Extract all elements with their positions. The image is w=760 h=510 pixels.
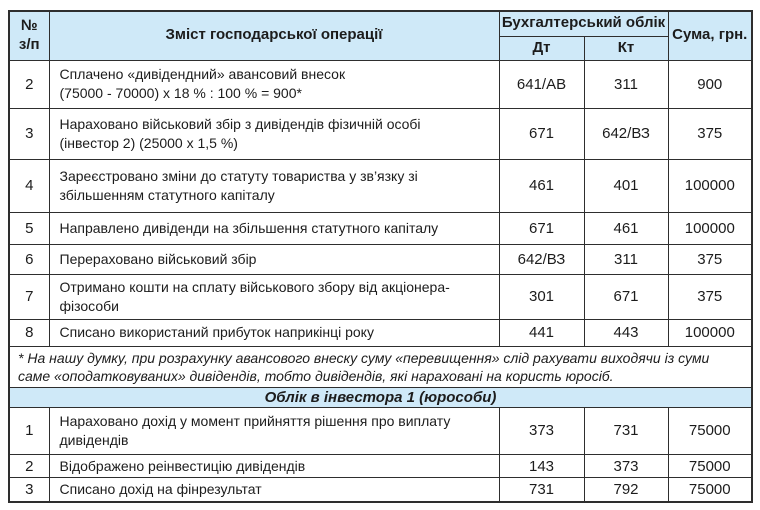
section-header-row: Облік в інвестора 1 (юрособи) bbox=[8, 386, 753, 408]
cell-debit: 461 bbox=[498, 158, 585, 213]
cell-description: Нараховано дохід у момент прийняття ріше… bbox=[48, 406, 500, 455]
cell-description: Направлено дивіденди на збільшення стату… bbox=[48, 211, 500, 245]
table-header: № з/п Зміст господарської операції Бухга… bbox=[8, 10, 753, 61]
cell-sum: 375 bbox=[667, 273, 753, 320]
cell-sum: 100000 bbox=[667, 211, 753, 245]
table-row: 8 Списано використаний прибуток наприкін… bbox=[8, 318, 753, 347]
col-header-row-number: № з/п bbox=[8, 10, 50, 61]
cell-row-number: 3 bbox=[8, 107, 50, 160]
col-header-operation-description: Зміст господарської операції bbox=[48, 10, 500, 61]
cell-sum: 100000 bbox=[667, 318, 753, 347]
cell-row-number: 7 bbox=[8, 273, 50, 320]
table-row: 5 Направлено дивіденди на збільшення ста… bbox=[8, 211, 753, 245]
cell-debit: 641/АВ bbox=[498, 59, 585, 109]
cell-row-number: 2 bbox=[8, 453, 50, 479]
cell-credit: 401 bbox=[583, 158, 669, 213]
cell-row-number: 1 bbox=[8, 406, 50, 455]
col-header-accounting: Бухгалтерський облік bbox=[498, 10, 669, 37]
col-header-credit: Кт bbox=[583, 35, 669, 61]
cell-debit: 441 bbox=[498, 318, 585, 347]
cell-credit: 443 bbox=[583, 318, 669, 347]
cell-debit: 373 bbox=[498, 406, 585, 455]
cell-debit: 642/ВЗ bbox=[498, 243, 585, 275]
cell-description: Нараховано військовий збір з дивідендів … bbox=[48, 107, 500, 160]
cell-credit: 731 bbox=[583, 406, 669, 455]
footnote-text: * На нашу думку, при розрахунку авансово… bbox=[8, 345, 753, 388]
cell-description: Списано дохід на фінрезультат bbox=[48, 477, 500, 503]
table-row: 3 Списано дохід на фінрезультат 731 792 … bbox=[8, 477, 753, 503]
cell-credit: 671 bbox=[583, 273, 669, 320]
cell-sum: 900 bbox=[667, 59, 753, 109]
header-row-sub: Дт Кт bbox=[9, 35, 752, 61]
cell-row-number: 2 bbox=[8, 59, 50, 109]
cell-debit: 731 bbox=[498, 477, 585, 503]
cell-description: Списано використаний прибуток наприкінці… bbox=[48, 318, 500, 347]
cell-credit: 311 bbox=[583, 243, 669, 275]
cell-row-number: 5 bbox=[8, 211, 50, 245]
accounting-operations-table: № з/п Зміст господарської операції Бухга… bbox=[8, 10, 754, 504]
cell-credit: 461 bbox=[583, 211, 669, 245]
cell-credit: 792 bbox=[583, 477, 669, 503]
cell-description: Перераховано військовий збір bbox=[48, 243, 500, 275]
cell-description: Відображено реінвестицію дивідендів bbox=[48, 453, 500, 479]
cell-credit: 373 bbox=[583, 453, 669, 479]
table-row: 1 Нараховано дохід у момент прийняття рі… bbox=[8, 406, 753, 455]
cell-sum: 375 bbox=[667, 107, 753, 160]
table-row: 4 Зареєстровано зміни до статуту товарис… bbox=[8, 158, 753, 213]
col-header-sum: Сума, грн. bbox=[667, 10, 753, 61]
cell-description: Сплачено «дивідендний» авансовий внесок … bbox=[48, 59, 500, 109]
section-title: Облік в інвестора 1 (юрособи) bbox=[8, 386, 753, 408]
cell-sum: 75000 bbox=[667, 406, 753, 455]
cell-debit: 671 bbox=[498, 107, 585, 160]
table-row: 6 Перераховано військовий збір 642/ВЗ 31… bbox=[8, 243, 753, 275]
footnote-row: * На нашу думку, при розрахунку авансово… bbox=[8, 345, 753, 388]
table-row: 2 Відображено реінвестицію дивідендів 14… bbox=[8, 453, 753, 479]
cell-row-number: 4 bbox=[8, 158, 50, 213]
header-row-top: № з/п Зміст господарської операції Бухга… bbox=[8, 10, 753, 61]
cell-description: Зареєстровано зміни до статуту товариств… bbox=[48, 158, 500, 213]
cell-sum: 100000 bbox=[667, 158, 753, 213]
cell-debit: 301 bbox=[498, 273, 585, 320]
cell-sum: 375 bbox=[667, 243, 753, 275]
cell-credit: 642/ВЗ bbox=[583, 107, 669, 160]
cell-description: Отримано кошти на сплату військового збо… bbox=[48, 273, 500, 320]
table-row: 2 Сплачено «дивідендний» авансовий внесо… bbox=[8, 59, 753, 109]
cell-row-number: 3 bbox=[8, 477, 50, 503]
cell-debit: 143 bbox=[498, 453, 585, 479]
table-body: 2 Сплачено «дивідендний» авансовий внесо… bbox=[8, 59, 753, 503]
cell-sum: 75000 bbox=[667, 477, 753, 503]
table-row: 7 Отримано кошти на сплату військового з… bbox=[8, 273, 753, 320]
cell-debit: 671 bbox=[498, 211, 585, 245]
cell-credit: 311 bbox=[583, 59, 669, 109]
cell-sum: 75000 bbox=[667, 453, 753, 479]
col-header-debit: Дт bbox=[498, 35, 585, 61]
table-row: 3 Нараховано військовий збір з дивіденді… bbox=[8, 107, 753, 160]
cell-row-number: 6 bbox=[8, 243, 50, 275]
cell-row-number: 8 bbox=[8, 318, 50, 347]
